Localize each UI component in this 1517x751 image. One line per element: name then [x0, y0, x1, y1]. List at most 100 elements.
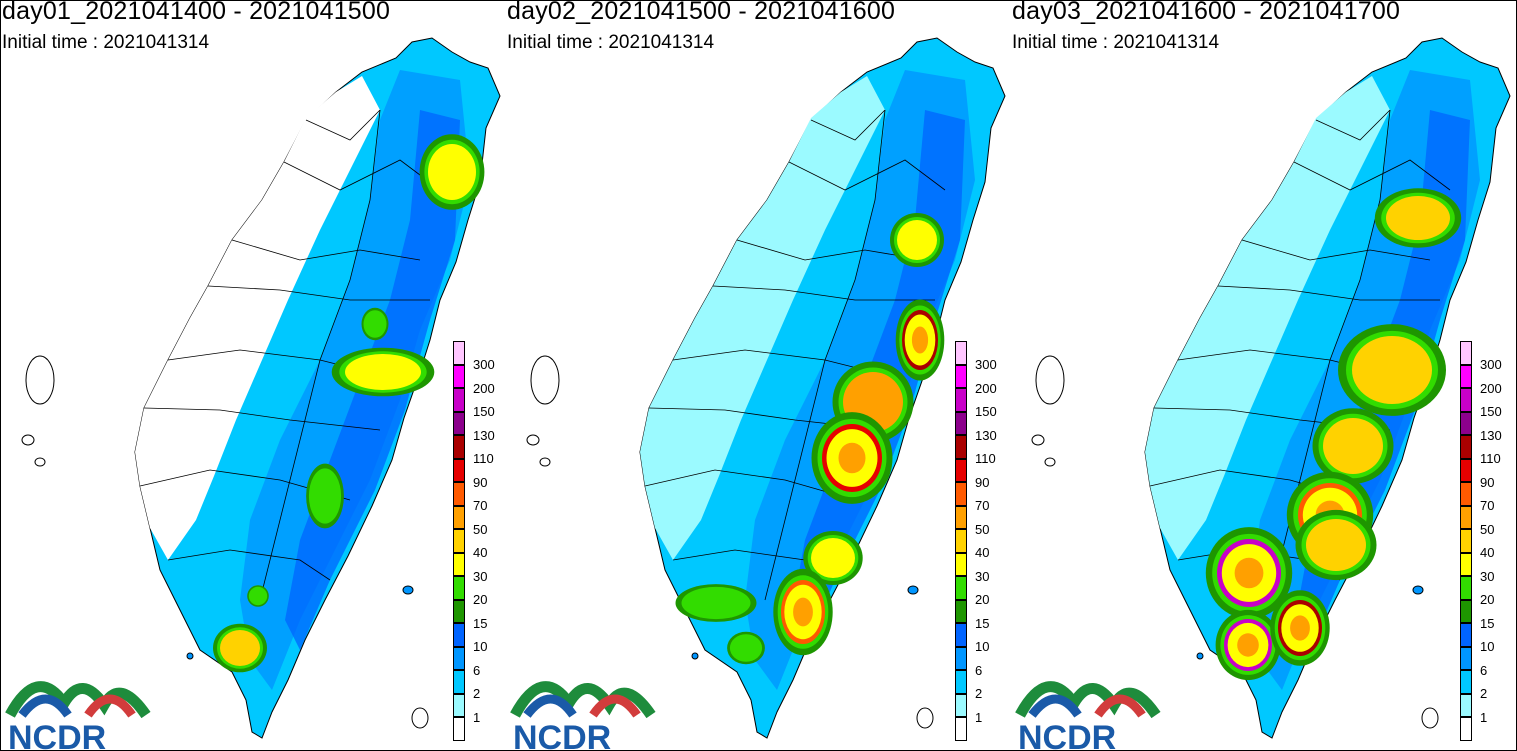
legend-swatch	[955, 623, 967, 647]
legend-label: 70	[1480, 498, 1495, 513]
legend-swatch	[1460, 670, 1472, 694]
rainfall-legend: 300 200 150 130 110 90 70 50 40 30 20 15 10 6 2 1	[955, 341, 1035, 741]
county-boundary	[764, 109, 886, 601]
legend-swatch	[955, 576, 967, 600]
rainfall-hotspot	[811, 538, 855, 578]
offshore-island	[526, 434, 540, 446]
legend-label: 70	[975, 498, 990, 513]
legend-swatch	[1460, 599, 1472, 623]
legend-swatch	[453, 505, 465, 529]
offshore-island	[530, 355, 560, 405]
panel-subtitle: Initial time : 2021041314	[2, 32, 210, 53]
forecast-panel-day02: day02_2021041500 - 2021041600 Initial ti…	[505, 0, 1010, 751]
legend-swatch	[1460, 388, 1472, 412]
offshore-island	[186, 652, 194, 660]
legend-label: 150	[975, 404, 997, 419]
legend-swatch	[1460, 341, 1472, 365]
legend-label: 50	[473, 521, 488, 537]
rainfall-hotspot	[1290, 615, 1310, 641]
offshore-island	[691, 652, 699, 660]
county-boundary	[788, 159, 946, 191]
rainfall-hotspot	[1386, 196, 1450, 240]
rain-zone-west-coast	[1145, 76, 1390, 560]
legend-label: 30	[473, 568, 488, 584]
panel-title: day02_2021041500 - 2021041600	[507, 0, 896, 25]
legend-swatch	[955, 505, 967, 529]
legend-label: 2	[1480, 686, 1488, 701]
county-boundary	[1217, 285, 1440, 301]
legend-label: 20	[975, 592, 990, 607]
legend-swatch	[1460, 529, 1472, 553]
logo-text: NCDR	[513, 719, 611, 751]
legend-label: 300	[473, 357, 495, 372]
legend-label: 10	[473, 639, 488, 654]
logo-mark	[510, 681, 656, 719]
offshore-island	[1421, 707, 1439, 729]
logo-text: NCDR	[1018, 719, 1116, 751]
rain-zone-west-coast	[135, 76, 380, 560]
legend-swatch	[1460, 458, 1472, 482]
legend-swatch	[453, 623, 465, 647]
legend-swatch	[453, 364, 465, 388]
legend-swatch	[1460, 552, 1472, 576]
rain-zone-west-coast	[640, 76, 885, 560]
offshore-island	[1412, 585, 1424, 595]
ncdr-logo: NCDR	[1015, 681, 1161, 751]
rainfall-hotspot	[1323, 418, 1383, 474]
legend-swatch	[453, 341, 465, 365]
rainfall-hotspot	[838, 442, 866, 474]
legend-swatch	[453, 435, 465, 459]
legend-swatch	[955, 388, 967, 412]
county-boundary	[167, 549, 331, 581]
legend-swatch	[453, 693, 465, 717]
legend-swatch	[453, 599, 465, 623]
legend-swatch	[1460, 411, 1472, 435]
legend-swatch	[955, 482, 967, 506]
legend-label: 200	[473, 380, 495, 396]
forecast-panel-day03: day03_2021041600 - 2021041700 Initial ti…	[1010, 0, 1515, 751]
offshore-island	[411, 707, 429, 729]
legend-label: 40	[975, 545, 990, 560]
offshore-island	[1031, 434, 1045, 446]
rainfall-hotspot	[1237, 633, 1259, 657]
county-boundary	[1293, 159, 1451, 191]
ncdr-logo: NCDR	[5, 681, 151, 751]
taiwan-map-day02	[526, 37, 1006, 739]
offshore-island	[21, 434, 35, 446]
legend-swatch	[955, 411, 967, 435]
logo-mark	[1015, 681, 1161, 719]
panel-subtitle: Initial time : 2021041314	[507, 32, 715, 53]
rainfall-legend: 300 200 150 130 110 90 70 50 40 30 20 15 10 6 2 1	[453, 341, 533, 741]
legend-label: 130	[1480, 427, 1502, 443]
rainfall-hotspot	[1352, 336, 1432, 404]
legend-label: 30	[975, 568, 990, 584]
logo-mark	[5, 681, 151, 719]
panel-subtitle: Initial time : 2021041314	[1012, 32, 1220, 53]
legend-swatch	[1460, 482, 1472, 506]
offshore-island	[402, 585, 414, 595]
legend-swatch	[453, 552, 465, 576]
legend-label: 6	[1480, 662, 1488, 678]
legend-swatch	[453, 576, 465, 600]
legend-label: 20	[1480, 592, 1495, 607]
offshore-island	[25, 355, 55, 405]
rainfall-hotspot	[897, 220, 937, 260]
rainfall-hotspot	[345, 354, 421, 390]
legend-label: 150	[1480, 404, 1502, 419]
legend-label: 20	[473, 592, 488, 607]
legend-label: 110	[975, 451, 996, 466]
rainfall-hotspot	[311, 472, 339, 520]
legend-label: 130	[473, 427, 495, 443]
legend-label: 50	[1480, 521, 1495, 537]
legend-label: 90	[1480, 474, 1495, 490]
legend-label: 6	[975, 662, 983, 678]
legend-label: 90	[975, 474, 990, 490]
legend-label: 15	[473, 615, 488, 631]
rainfall-hotspot	[250, 588, 266, 604]
legend-label: 110	[1480, 451, 1501, 466]
legend-label: 110	[473, 451, 494, 466]
legend-label: 30	[1480, 568, 1495, 584]
county-boundary	[712, 285, 935, 301]
rainfall-hotspot	[1234, 557, 1264, 589]
